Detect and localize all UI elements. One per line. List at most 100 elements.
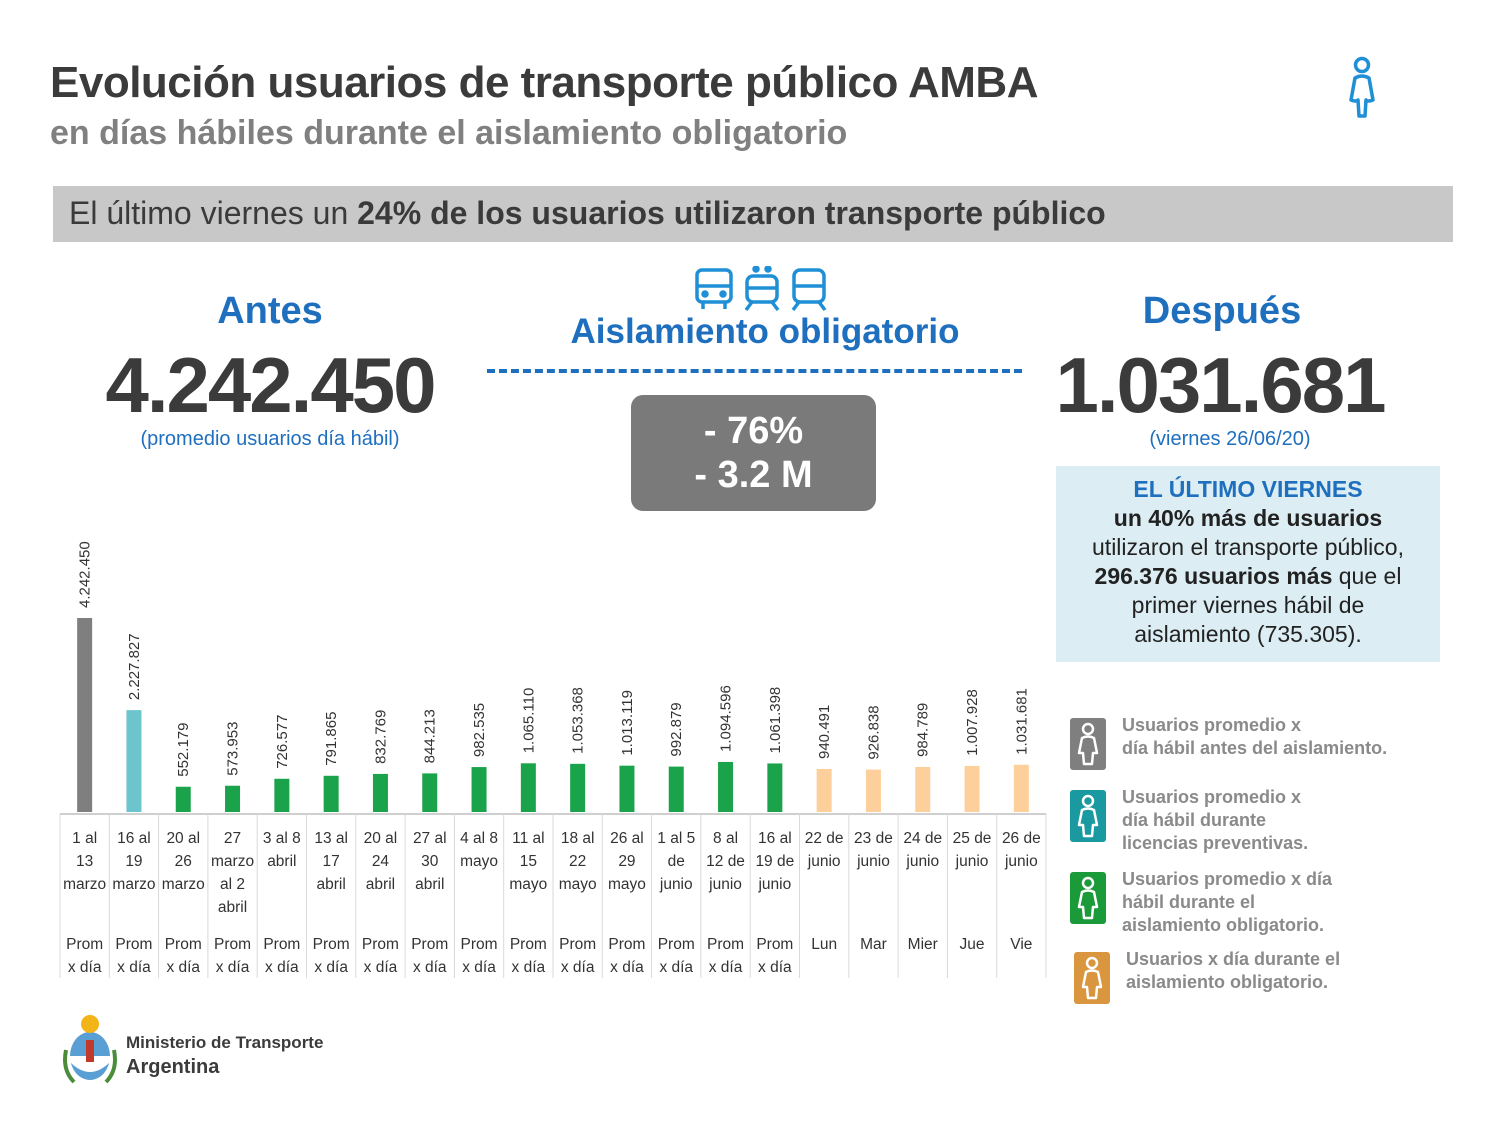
data-label: 926.838 [865,705,882,759]
period-label: Prom [362,936,399,953]
banner-bold: 24% de los usuarios utilizaron transport… [357,195,1106,231]
bar [126,710,142,812]
period-label: Vie [1010,936,1032,953]
period-label: x día [314,959,348,976]
data-label: 832.769 [372,710,389,764]
legend-line: Usuarios promedio x día [1122,869,1333,889]
banner-prefix: El último viernes un [69,195,358,231]
period-label: x día [512,959,546,976]
bar [274,778,290,812]
legend-line: día hábil antes del aislamiento. [1122,738,1388,758]
data-label: 2.227.827 [126,633,143,700]
data-label: 791.865 [323,712,340,766]
category-label: 3 al 8 [263,830,301,847]
legend-item-preventive: Usuarios promedio x día hábil durante li… [1070,787,1470,853]
legend-text: Usuarios promedio x día hábil antes del … [1122,714,1462,760]
category-label: junio [659,876,693,893]
info-box: EL ÚLTIMO VIERNES un 40% más de usuarios… [1056,466,1440,662]
period-label: Mar [860,936,887,953]
bar [77,618,93,812]
legend-line: hábil durante el [1122,892,1256,912]
category-label: 1 al 5 [657,830,695,847]
period-label: Prom [115,936,152,953]
category-label: junio [955,853,989,870]
period-label: x día [413,959,447,976]
category-label: marzo [63,876,106,893]
bar [964,765,980,812]
category-label: marzo [162,876,205,893]
period-label: x día [709,959,743,976]
period-label: x día [117,959,151,976]
subway-icon [791,268,827,312]
data-label: 573.953 [225,722,242,776]
legend-item-daily: Usuarios x día durante el aislamiento ob… [1070,949,1470,1012]
category-label: abril [317,876,346,893]
period-label: Mier [908,936,938,953]
category-label: 17 [323,853,340,870]
info-line-4: 296.376 usuarios más que el [1056,562,1440,591]
period-label: x día [659,959,693,976]
category-label: 25 de [953,830,992,847]
category-label: de [668,853,685,870]
info-line-3: utilizaron el transporte público, [1092,534,1404,560]
category-label: 15 [520,853,537,870]
before-note: (promedio usuarios día hábil) [140,428,400,450]
data-label: 940.491 [816,705,833,759]
country-name: Argentina [126,1056,220,1078]
legend-swatch-person-icon [1074,952,1110,1004]
period-label: x día [166,959,200,976]
period-label: x día [610,959,644,976]
category-label: 20 al [166,830,200,847]
category-label: junio [856,853,890,870]
legend-item-isolation: Usuarios promedio x día hábil durante el… [1070,869,1470,935]
legend-swatch-person-icon [1070,872,1106,924]
headline-banner: El último viernes un 24% de los usuarios… [53,186,1453,242]
category-label: junio [807,853,841,870]
category-label: 22 de [805,830,844,847]
bar [323,775,339,812]
after-note: (viernes 26/06/20) [1149,428,1311,450]
info-line-2: un 40% más de usuarios [1113,505,1383,531]
period-label: Prom [756,936,793,953]
category-label: 24 de [903,830,942,847]
legend-line: Usuarios promedio x [1122,715,1302,735]
data-label: 984.789 [915,703,932,757]
info-line-4-bold: 296.376 usuarios más [1094,563,1333,589]
period-label: x día [758,959,792,976]
legend-swatch-person-icon [1070,718,1106,770]
period-label: Prom [461,936,498,953]
category-label: 19 [125,853,142,870]
legend-text: Usuarios promedio x día hábil durante el… [1122,868,1462,937]
period-label: Prom [608,936,645,953]
drop-millions: - 3.2 M [694,454,813,496]
legend-item-pre-isolation: Usuarios promedio x día hábil antes del … [1070,715,1470,778]
data-label: 992.879 [668,702,685,756]
legend-text: Usuarios x día durante el aislamiento ob… [1126,948,1466,994]
period-label: Prom [263,936,300,953]
legend-line: aislamiento obligatorio. [1126,972,1329,992]
data-label: 1.031.681 [1013,688,1030,755]
period-label: Prom [658,936,695,953]
bus-icon [695,268,733,309]
category-label: 26 de [1002,830,1041,847]
period-label: x día [364,959,398,976]
category-label: mayo [460,853,498,870]
category-label: 27 al [413,830,447,847]
category-label: 16 al [117,830,151,847]
period-label: Prom [214,936,251,953]
after-value: 1.031.681 [1055,341,1386,429]
before-value: 4.242.450 [105,341,436,429]
data-label: 726.577 [274,715,291,769]
category-label: abril [267,853,296,870]
bar [372,773,388,812]
period-label: Prom [313,936,350,953]
info-line-1: EL ÚLTIMO VIERNES [1133,476,1363,502]
category-label: 29 [618,853,635,870]
bar [718,761,734,812]
legend-line: Usuarios promedio x [1122,787,1302,807]
bar [1013,764,1029,812]
before-label: Antes [217,290,323,332]
data-label: 1.061.398 [767,687,784,754]
info-line-4-rest: que el [1332,563,1402,589]
drop-badge: - 76% - 3.2 M [631,395,876,511]
